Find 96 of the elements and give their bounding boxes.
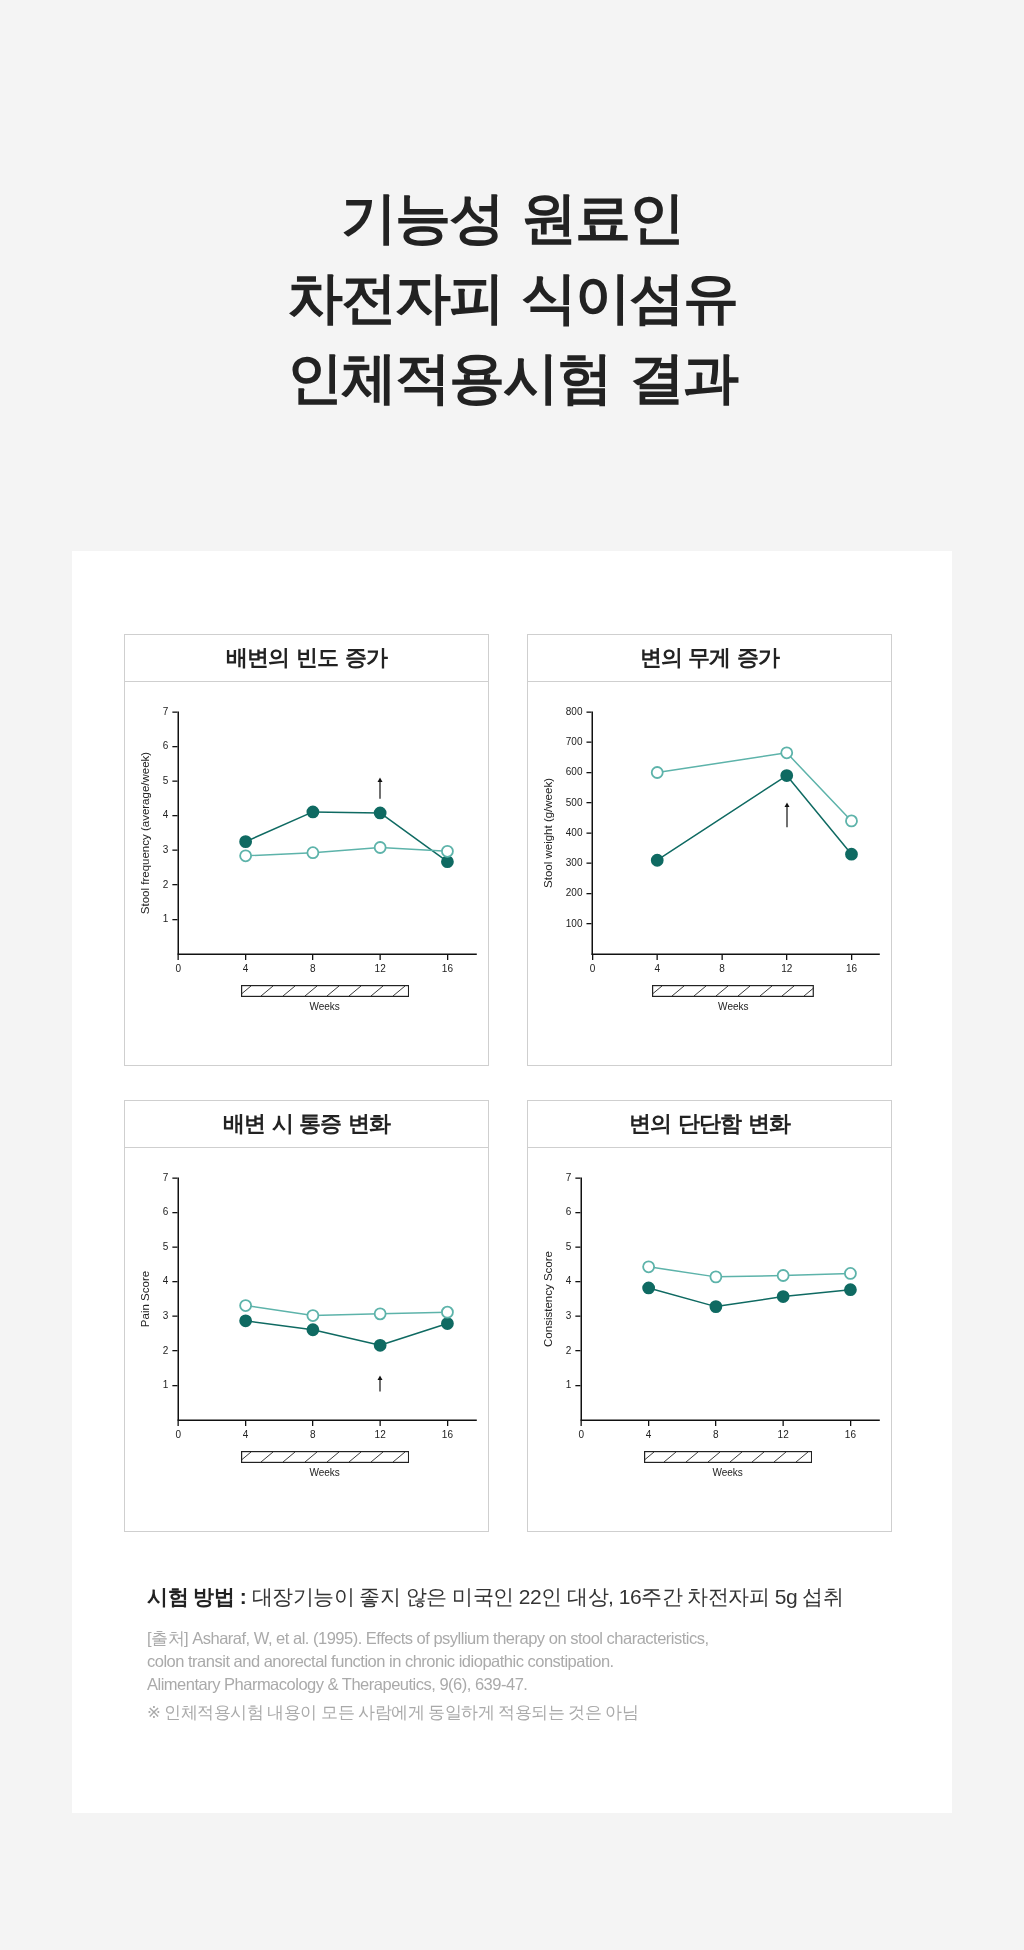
point (650, 853, 664, 867)
point (780, 746, 794, 760)
x-tick-label: 4 (654, 962, 661, 974)
y-tick-label: 3 (162, 1310, 169, 1322)
y-tick-label: 600 (565, 766, 583, 778)
y-axis-title: Consistency Score (542, 1251, 555, 1347)
point (239, 835, 253, 849)
y-tick-label: 4 (162, 1275, 169, 1287)
point (373, 841, 387, 854)
y-tick-label: 1 (162, 1379, 169, 1391)
x-tick-label: 8 (310, 962, 317, 974)
text: 대장기능이 좋지 않은 미국인 22인 대상, 16주간 차전자피 5g 섭취 (251, 1585, 844, 1608)
y-tick-label: 1 (162, 913, 169, 925)
y-tick-label: 4 (565, 1275, 572, 1287)
y-tick-label: 4 (162, 809, 169, 821)
y-tick-label: 3 (162, 844, 169, 856)
x-tick-label: 8 (719, 962, 726, 974)
y-tick-label: 6 (162, 740, 169, 752)
y-tick-label: 800 (565, 705, 583, 717)
x-axis-title: Weeks (309, 1466, 340, 1478)
text: 기능성 원료인 차전자피 식이섬유 인체적용시험 결과 (286, 184, 739, 412)
x-tick-label: 16 (441, 1428, 454, 1440)
y-tick-label: 5 (162, 774, 169, 786)
point (642, 1281, 656, 1295)
text: [출처] Asharaf, W, et al. (1995). Effects of psyllium therapy on stool characteristics, colon transit and anorectal function in chronic idiopathic constipation. Alimentary Pharmacology & Therapeutics, 9(6), 639-47. (147, 1628, 710, 1695)
point (306, 1323, 320, 1337)
chart-title: 배변의 빈도 증가 (125, 635, 488, 682)
point (373, 1307, 387, 1321)
text: ※ 인체적용시험 내용이 모든 사람에게 동일하게 적용되는 것은 아님 (147, 1702, 640, 1723)
point (306, 805, 320, 819)
point (845, 847, 858, 861)
point (845, 814, 858, 828)
y-tick-label: 6 (162, 1206, 169, 1218)
y-tick-label: 7 (162, 705, 169, 717)
y-tick-label: 1 (565, 1379, 572, 1391)
point (709, 1300, 723, 1314)
y-tick-label: 2 (565, 1344, 572, 1356)
y-tick-label: 7 (565, 1171, 572, 1183)
x-tick-label: 0 (175, 1428, 182, 1440)
chart-title: 변의 단단함 변화 (528, 1101, 891, 1148)
point (776, 1269, 790, 1282)
point (776, 1290, 790, 1303)
x-tick-label: 12 (374, 962, 387, 974)
point (306, 1309, 320, 1322)
y-axis-title: Pain Score (139, 1270, 152, 1328)
y-tick-label: 5 (565, 1240, 572, 1252)
y-tick-label: 500 (565, 796, 583, 808)
x-tick-label: 0 (589, 962, 596, 974)
point (709, 1270, 723, 1284)
chart-title: 배변 시 통증 변화 (125, 1101, 488, 1148)
x-tick-label: 0 (578, 1428, 585, 1440)
point (642, 1260, 656, 1274)
x-tick-label: 16 (844, 1428, 857, 1440)
point (441, 1305, 454, 1319)
point (650, 766, 664, 779)
x-tick-label: 4 (645, 1428, 652, 1440)
point (373, 1338, 387, 1352)
y-tick-label: 7 (162, 1171, 169, 1183)
x-tick-label: 12 (374, 1428, 387, 1440)
x-tick-label: 12 (781, 962, 793, 974)
point (441, 855, 454, 869)
point (441, 844, 454, 858)
point (239, 1314, 253, 1328)
y-axis-title: Stool weight (g/week) (542, 777, 555, 888)
y-tick-label: 3 (565, 1310, 572, 1322)
text: 시험 방법 : (147, 1585, 247, 1608)
y-tick-label: 6 (565, 1206, 572, 1218)
y-tick-label: 2 (162, 1344, 169, 1356)
point (780, 769, 794, 782)
x-tick-label: 12 (777, 1428, 790, 1440)
x-axis-title: Weeks (718, 1000, 749, 1012)
x-tick-label: 16 (845, 962, 858, 974)
x-tick-label: 8 (713, 1428, 720, 1440)
x-tick-label: 0 (175, 962, 182, 974)
x-axis-title: Weeks (712, 1466, 743, 1478)
x-tick-label: 16 (441, 962, 454, 974)
y-tick-label: 100 (565, 917, 583, 929)
x-tick-label: 4 (242, 1428, 249, 1440)
point (373, 806, 387, 820)
point (239, 849, 253, 863)
y-tick-label: 200 (565, 887, 583, 899)
x-tick-label: 4 (242, 962, 249, 974)
point (441, 1317, 454, 1330)
y-tick-label: 400 (565, 826, 583, 838)
point (306, 846, 320, 860)
point (844, 1283, 857, 1297)
chart-title: 변의 무게 증가 (528, 635, 891, 682)
x-axis-title: Weeks (309, 1000, 340, 1012)
y-tick-label: 2 (162, 878, 169, 890)
point (844, 1267, 857, 1280)
x-tick-label: 8 (310, 1428, 317, 1440)
y-tick-label: 5 (162, 1240, 169, 1252)
y-tick-label: 700 (565, 736, 583, 747)
y-tick-label: 300 (565, 857, 583, 868)
y-axis-title: Stool frequency (average/week) (139, 751, 152, 915)
point (239, 1299, 253, 1312)
